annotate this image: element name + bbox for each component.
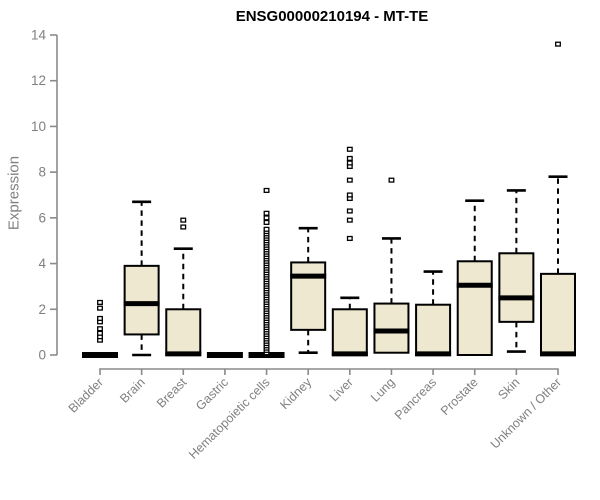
boxplot-liver [331,146,368,357]
outlier-point [346,217,353,223]
outlier-point [346,208,353,214]
x-tick-label-lung: Lung [368,375,398,405]
box-iqr [373,302,410,354]
outlier-point [180,217,187,223]
median-line-collapsed [206,352,243,358]
x-tick-label-bladder: Bladder [66,375,106,415]
outlier-point [346,235,353,241]
box-iqr [415,303,452,357]
outlier-point [346,160,353,166]
boxplot-kidney [290,226,327,355]
box-iqr [123,264,160,336]
outlier-point [346,155,353,161]
y-tick-label: 8 [38,165,46,180]
y-tick-label: 12 [31,73,46,88]
outlier-point [97,330,103,336]
outlier-point [263,210,270,216]
y-tick-label: 0 [38,348,46,363]
boxplot-unknown-other [539,41,576,357]
chart-title: ENSG00000210194 - MT-TE [235,8,429,25]
outlier-point [263,226,270,232]
outlier-point [346,177,353,183]
outlier-point [97,299,103,305]
box-iqr [165,308,202,356]
outlier-point [97,315,103,321]
y-tick-label: 10 [31,119,46,134]
outlier-point [346,192,353,198]
boxplot-hematopoietic-cells [248,187,285,358]
outlier-point [263,215,270,221]
box-iqr [539,272,576,357]
x-tick-label-prostate: Prostate [438,375,481,418]
x-tick-label-liver: Liver [327,375,356,404]
y-tick-label: 6 [38,210,46,225]
outlier-point [555,41,561,47]
x-tick-label-pancreas: Pancreas [392,375,439,422]
boxplot-prostate [456,199,493,356]
boxplot-lung [373,177,410,354]
box-iqr [331,308,368,356]
box-iqr [498,252,535,323]
outlier-point [263,219,270,225]
box-iqr [290,261,327,331]
x-tick-label-brain: Brain [117,375,148,406]
outlier-point [180,224,187,230]
outlier-point [346,146,353,152]
outlier-point [97,326,103,332]
boxplot-pancreas [415,270,452,357]
y-tick-label: 4 [38,256,46,271]
outlier-point [263,187,270,193]
x-tick-label-breast: Breast [154,375,190,411]
median-line-collapsed [82,352,118,358]
boxplot-skin [498,189,535,353]
outlier-point [388,177,395,183]
boxplot-brain [123,200,160,357]
y-tick-label: 14 [31,28,47,43]
y-tick-label: 2 [38,302,46,317]
boxplot-gastric [206,352,243,358]
outlier-point [97,305,103,311]
boxplot-breast [165,217,202,357]
x-tick-label-skin: Skin [495,375,522,402]
x-tick-label-hematopoietic-cells: Hematopoietic cells [186,375,273,462]
boxplot-bladder [82,299,118,358]
x-tick-label-unknown-other: Unknown / Other [488,375,564,451]
x-tick-label-gastric: Gastric [193,375,231,413]
x-tick-label-kidney: Kidney [277,375,314,412]
box-iqr [456,260,493,356]
